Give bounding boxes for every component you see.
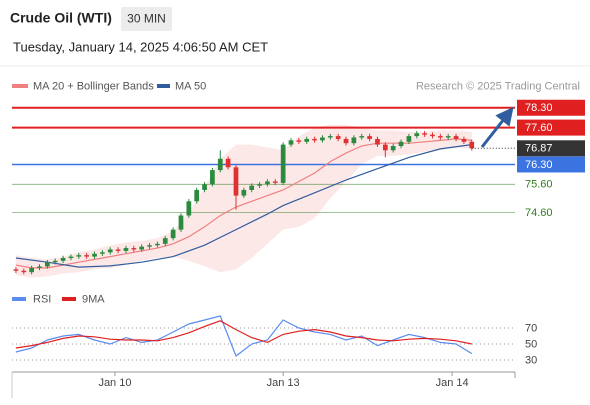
candle-body [225, 158, 231, 168]
level-label: 74.60 [525, 207, 553, 219]
legend-label: MA 50 [175, 80, 206, 92]
legend-label: 9MA [82, 293, 105, 305]
candle-body [84, 255, 90, 257]
candle-body [186, 201, 192, 216]
candle-body [92, 253, 97, 257]
candle-body [100, 252, 105, 254]
candle-body [45, 262, 50, 267]
x-tick-label: Jan 10 [98, 377, 131, 389]
candle-body [296, 140, 302, 142]
candle-body [375, 138, 380, 145]
candle-body [265, 181, 270, 185]
y-tick-label: 70 [525, 322, 537, 334]
candle-body [139, 246, 145, 250]
level-label: 78.30 [525, 102, 553, 114]
candle-body [422, 133, 427, 135]
candle-body [445, 136, 451, 138]
candle-body [155, 243, 160, 246]
candle-body [249, 185, 255, 190]
candle-body [320, 137, 325, 141]
level-label: 77.60 [525, 122, 553, 134]
candle-body [398, 141, 404, 147]
candle-body [21, 270, 27, 273]
candle-body [194, 189, 200, 202]
candle-body [241, 189, 247, 196]
candle-body [123, 248, 129, 251]
last-price-box [517, 140, 585, 157]
legend-label: RSI [33, 293, 51, 305]
level-label: 76.30 [525, 159, 553, 171]
legend-label: MA 20 + Bollinger Bands [33, 80, 154, 92]
candle-body [210, 170, 215, 185]
candle-body [327, 136, 333, 138]
level-label-box [517, 156, 585, 173]
forecast-arrow [480, 106, 514, 148]
x-tick-label: Jan 14 [436, 377, 469, 389]
candle-body [414, 133, 420, 137]
timeframe-badge [121, 7, 172, 31]
bollinger-band [15, 124, 472, 278]
candle-body [304, 138, 310, 142]
candle-body [257, 184, 262, 186]
timeframe: 30 MIN [127, 12, 166, 26]
candle-body [343, 138, 349, 144]
candle-body [147, 245, 152, 247]
candle-body [335, 136, 341, 139]
candle-body [202, 184, 207, 190]
y-tick-label: 50 [525, 338, 537, 350]
candle-body [60, 257, 66, 261]
candle-body [288, 140, 294, 145]
candle-body [29, 267, 35, 273]
x-tick-label: Jan 13 [267, 377, 300, 389]
level-label-box [517, 99, 585, 116]
candle-body [178, 215, 184, 230]
candle-body [115, 249, 121, 251]
candle-body [390, 146, 396, 151]
candle-body [280, 144, 286, 183]
credit: Research © 2025 Trading Central [416, 80, 580, 92]
candle-body [351, 137, 357, 144]
candle-body [170, 229, 176, 239]
y-tick-label: 30 [525, 354, 537, 366]
series-line [15, 144, 472, 268]
candle-body [162, 238, 168, 244]
candle-body [437, 136, 443, 138]
candle-body [359, 136, 365, 138]
candle-body [76, 255, 82, 257]
candle-body [13, 269, 19, 271]
candle-body [430, 134, 435, 137]
timestamp: Tuesday, January 14, 2025 4:06:50 AM CET [13, 39, 268, 54]
candle-body [406, 136, 412, 142]
level-label: 75.60 [525, 179, 553, 191]
series-line [15, 320, 472, 349]
candle-body [68, 256, 74, 258]
candle-body [131, 248, 137, 250]
candle-body [107, 249, 113, 253]
candle-body [469, 141, 475, 149]
series-line [15, 315, 473, 357]
candle-body [37, 266, 42, 268]
title: Crude Oil (WTI) [10, 10, 112, 26]
last-price-label: 76.87 [525, 143, 553, 155]
candle-body [382, 144, 388, 151]
candle-body [312, 138, 317, 141]
level-label-box [517, 119, 585, 136]
candle-body [367, 136, 372, 139]
candle-body [461, 138, 467, 142]
candle-body [453, 136, 459, 139]
candle-body [217, 158, 223, 171]
series-line [15, 138, 472, 269]
candle-body [52, 260, 58, 263]
candle-body [272, 181, 278, 183]
candle-body [233, 167, 239, 196]
plot: 78.30 77.60 76.30 75.60 74.60 76.87 Jan 10 Jan … [12, 99, 585, 389]
